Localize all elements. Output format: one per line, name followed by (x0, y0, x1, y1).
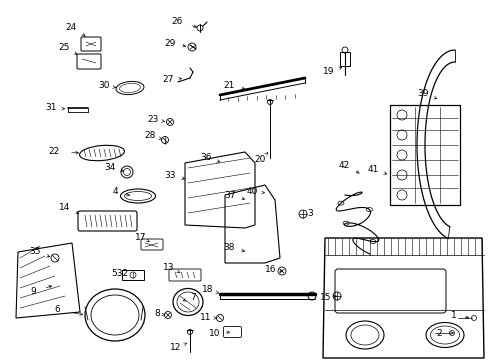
Text: 2: 2 (435, 328, 441, 338)
Text: 28: 28 (144, 131, 156, 140)
Text: 16: 16 (264, 266, 275, 274)
Text: 18: 18 (201, 285, 213, 294)
Text: 15: 15 (319, 293, 330, 302)
Text: 34: 34 (104, 163, 116, 172)
Text: 3: 3 (306, 208, 312, 217)
Text: 40: 40 (246, 188, 258, 197)
Text: 17: 17 (134, 234, 146, 243)
Text: 42: 42 (338, 161, 349, 170)
Text: 26: 26 (171, 18, 183, 27)
Text: 41: 41 (367, 166, 378, 175)
Text: 29: 29 (164, 39, 176, 48)
Text: 37: 37 (224, 192, 236, 201)
Text: 14: 14 (59, 203, 70, 212)
Text: 25: 25 (59, 44, 70, 53)
Text: 30: 30 (98, 81, 110, 90)
Text: 4: 4 (112, 188, 118, 197)
Text: 20: 20 (254, 154, 265, 163)
Text: 38: 38 (223, 243, 235, 252)
Text: 21: 21 (223, 81, 235, 90)
Text: 31: 31 (45, 104, 57, 112)
Text: 19: 19 (322, 68, 333, 77)
Bar (389, 105, 459, 205)
Text: 12: 12 (169, 342, 181, 351)
Text: 35: 35 (29, 248, 41, 256)
Text: 11: 11 (199, 314, 210, 323)
Text: 24: 24 (65, 23, 77, 32)
Text: 13: 13 (162, 264, 174, 273)
Text: 39: 39 (417, 90, 428, 99)
Text: 1: 1 (450, 311, 456, 320)
Text: 23: 23 (147, 116, 159, 125)
Text: 9: 9 (30, 288, 36, 297)
Text: 10: 10 (208, 328, 220, 338)
Text: 7: 7 (190, 292, 195, 302)
Text: 532: 532 (111, 269, 128, 278)
Text: 36: 36 (200, 153, 212, 162)
Text: 22: 22 (49, 148, 60, 157)
Text: 6: 6 (54, 306, 60, 315)
Text: 8: 8 (154, 310, 160, 319)
Text: 33: 33 (164, 171, 176, 180)
Text: 27: 27 (163, 76, 174, 85)
